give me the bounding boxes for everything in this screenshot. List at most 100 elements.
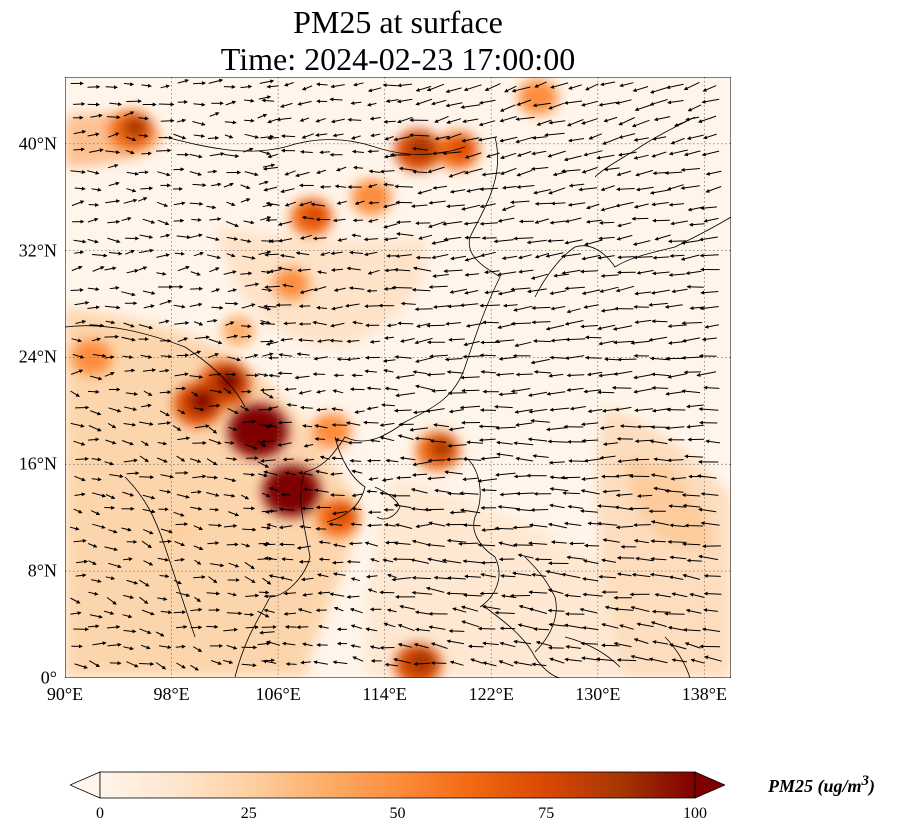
wind-arrow xyxy=(88,543,98,548)
wind-arrow xyxy=(124,368,136,373)
wind-arrow xyxy=(480,456,501,461)
wind-arrow xyxy=(331,306,343,311)
wind-arrow xyxy=(140,354,153,359)
wind-arrow xyxy=(104,334,120,339)
wind-arrow xyxy=(105,576,116,581)
wind-arrow xyxy=(411,575,432,580)
wind-arrow xyxy=(189,302,203,307)
wind-arrow xyxy=(368,169,381,174)
wind-arrow xyxy=(176,235,191,240)
wind-arrow xyxy=(705,186,722,193)
wind-arrow xyxy=(138,116,149,121)
wind-arrow xyxy=(139,234,154,239)
wind-arrow xyxy=(534,201,552,206)
colorbar-tick-label: 25 xyxy=(240,805,257,822)
wind-arrow xyxy=(121,440,134,446)
colorbar-tick-label: 100 xyxy=(683,805,707,822)
wind-arrow xyxy=(651,289,670,295)
wind-arrow xyxy=(418,234,433,240)
wind-arrow xyxy=(142,368,157,373)
wind-arrow xyxy=(108,407,122,413)
wind-arrow xyxy=(604,357,620,362)
wind-arrow xyxy=(265,341,279,346)
wind-arrow xyxy=(700,290,719,295)
wind-arrow xyxy=(121,216,132,221)
wind-arrow xyxy=(414,436,432,441)
wind-arrow xyxy=(497,217,515,223)
wind-arrow xyxy=(177,79,189,84)
wind-arrow xyxy=(175,591,191,597)
wind-arrow xyxy=(317,339,330,344)
wind-arrow xyxy=(316,305,328,310)
wind-arrow xyxy=(598,101,618,107)
wind-arrow xyxy=(261,98,275,103)
wind-arrow xyxy=(674,120,687,127)
wind-arrow xyxy=(601,643,620,648)
wind-arrow xyxy=(580,422,599,427)
wind-arrow xyxy=(705,170,722,176)
wind-arrow xyxy=(207,318,218,323)
wind-arrow xyxy=(225,100,237,106)
wind-arrow xyxy=(682,503,701,508)
wind-arrow xyxy=(602,442,619,447)
wind-arrow xyxy=(600,185,615,192)
wind-arrow xyxy=(209,112,220,117)
wind-arrow xyxy=(634,104,653,112)
wind-arrow xyxy=(104,546,118,552)
wind-arrow xyxy=(226,253,236,258)
wind-arrow xyxy=(670,476,687,481)
wind-arrow xyxy=(368,477,379,481)
wind-arrow xyxy=(515,422,533,427)
wind-arrow xyxy=(261,492,271,498)
wind-arrow xyxy=(477,136,498,142)
wind-arrow xyxy=(685,116,700,122)
wind-arrow xyxy=(531,572,547,577)
wind-arrow xyxy=(261,525,271,530)
wind-arrow xyxy=(477,478,498,483)
wind-arrow xyxy=(432,185,447,190)
wind-arrow xyxy=(298,471,313,476)
wind-arrow xyxy=(632,240,651,246)
wind-arrow xyxy=(447,576,466,581)
wind-arrow xyxy=(75,559,89,564)
wind-arrow xyxy=(88,425,102,432)
wind-arrow xyxy=(699,306,719,311)
wind-arrow xyxy=(313,286,327,292)
wind-arrow xyxy=(126,171,139,176)
wind-arrow xyxy=(194,559,202,565)
wind-arrow xyxy=(430,661,447,666)
wind-arrow xyxy=(581,166,598,174)
wind-arrow xyxy=(260,339,275,344)
wind-arrow xyxy=(264,252,280,257)
wind-arrow xyxy=(364,369,377,374)
wind-arrow xyxy=(174,540,186,547)
wind-arrow xyxy=(617,255,635,260)
wind-arrow xyxy=(285,662,297,667)
wind-arrow xyxy=(479,353,496,358)
wind-arrow xyxy=(566,308,581,314)
wind-arrow xyxy=(90,410,102,416)
wind-arrow xyxy=(207,135,220,140)
wind-arrow xyxy=(528,391,548,397)
wind-arrow xyxy=(530,507,549,512)
wind-arrow xyxy=(429,354,448,359)
wind-arrow xyxy=(126,269,139,274)
wind-arrow xyxy=(317,573,329,578)
wind-arrow xyxy=(174,251,185,256)
colorbar xyxy=(70,771,725,799)
wind-arrow xyxy=(329,338,343,343)
wind-arrow xyxy=(191,391,199,397)
wind-arrow xyxy=(633,523,651,528)
wind-arrow xyxy=(286,402,297,407)
wind-arrow xyxy=(318,557,330,562)
wind-arrow xyxy=(581,289,601,295)
wind-arrow xyxy=(433,423,450,428)
wind-arrow xyxy=(683,81,700,91)
wind-arrow xyxy=(479,187,498,192)
wind-arrow xyxy=(301,577,314,582)
wind-arrow xyxy=(174,320,190,325)
wind-arrow xyxy=(122,355,134,360)
wind-arrow xyxy=(142,508,156,514)
wind-arrow xyxy=(499,104,516,112)
wind-arrow xyxy=(105,494,116,499)
